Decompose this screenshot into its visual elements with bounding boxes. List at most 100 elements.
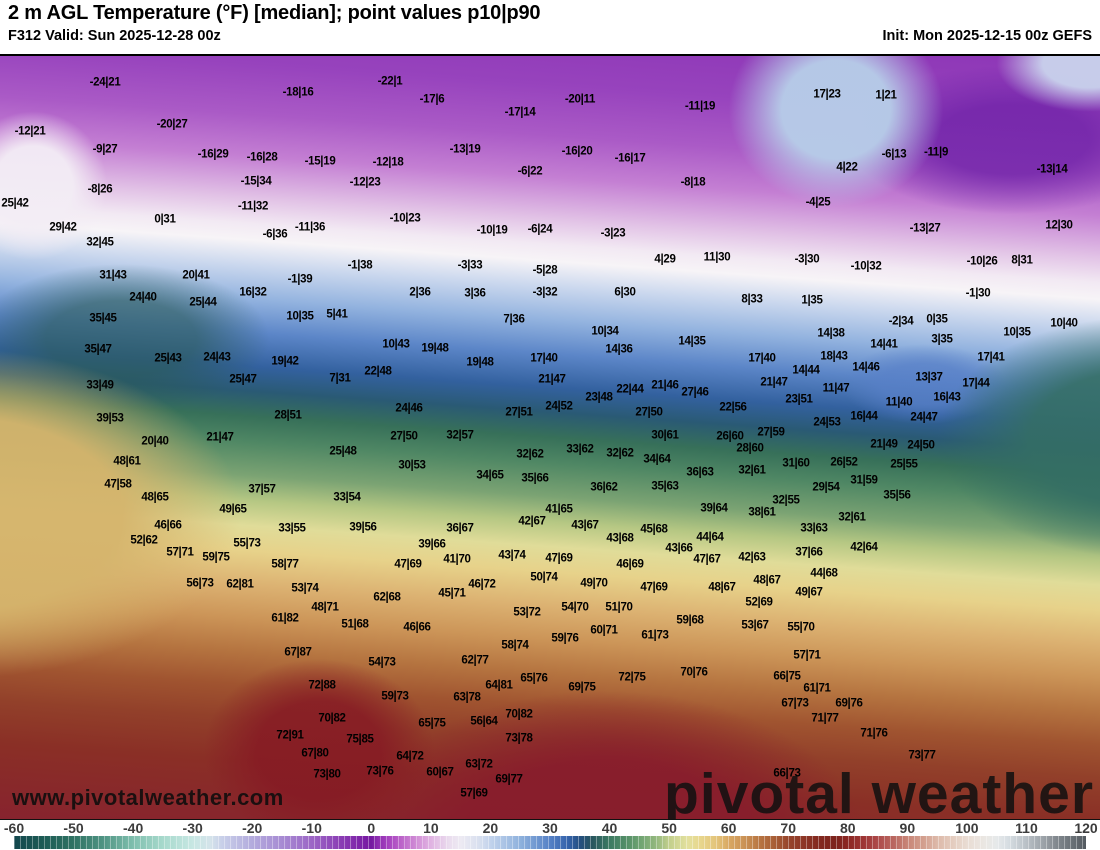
point-value: 27|51 <box>505 406 533 419</box>
point-value: 5|41 <box>326 308 348 321</box>
point-value: 62|68 <box>373 591 401 604</box>
point-value: 7|36 <box>503 313 525 326</box>
point-value: 56|64 <box>470 715 498 728</box>
point-value: 14|44 <box>792 364 820 377</box>
point-value: -13|27 <box>909 222 941 235</box>
point-value: 49|70 <box>580 577 608 590</box>
point-value: 4|29 <box>654 253 676 266</box>
colorbar-gradient-strip <box>14 836 1086 849</box>
point-value: 25|55 <box>890 458 918 471</box>
point-value: 8|31 <box>1011 254 1033 267</box>
point-value: 0|31 <box>154 213 176 226</box>
point-value: 12|30 <box>1045 219 1073 232</box>
point-value: 19|48 <box>421 342 449 355</box>
point-value: -13|14 <box>1036 163 1068 176</box>
point-value: 17|40 <box>530 352 558 365</box>
point-value: 66|73 <box>773 767 801 780</box>
point-value: 34|65 <box>476 469 504 482</box>
temperature-map[interactable]: -24|21 -18|16 -22|1 -17|6 -20|11 -17|14 -11|19… <box>0 54 1100 819</box>
point-value: 56|73 <box>186 577 214 590</box>
subtitle-row: F312 Valid: Sun 2025-12-28 00z Init: Mon… <box>8 28 1092 44</box>
point-value: -8|18 <box>680 176 706 189</box>
point-value: 48|71 <box>311 601 339 614</box>
point-value: 17|23 <box>813 88 841 101</box>
point-value: 3|36 <box>464 287 486 300</box>
point-value: 35|56 <box>883 489 911 502</box>
point-value: 23|51 <box>785 393 813 406</box>
point-value: 22|56 <box>719 401 747 414</box>
init-time-label: Init: Mon 2025-12-15 00z GEFS <box>882 28 1092 44</box>
colorbar-tick: 90 <box>899 820 916 836</box>
point-value: -8|26 <box>87 183 113 196</box>
point-value: -9|27 <box>92 143 118 156</box>
point-value: 48|67 <box>708 581 736 594</box>
colorbar-tick: 60 <box>720 820 737 836</box>
point-value: 24|43 <box>203 351 231 364</box>
point-value: 35|45 <box>89 312 117 325</box>
point-value: 59|76 <box>551 632 579 645</box>
point-value: 25|43 <box>154 352 182 365</box>
point-value: 24|47 <box>910 411 938 424</box>
point-value: 54|73 <box>368 656 396 669</box>
point-value: 11|47 <box>822 382 850 395</box>
point-value: 14|46 <box>852 361 880 374</box>
point-value: 49|65 <box>219 503 247 516</box>
header: 2 m AGL Temperature (°F) [median]; point… <box>0 0 1100 54</box>
point-value: 33|54 <box>333 491 361 504</box>
point-value: -13|19 <box>449 143 481 156</box>
point-value: 10|35 <box>1003 326 1031 339</box>
point-value: 73|77 <box>908 749 936 762</box>
point-value: 10|34 <box>591 325 619 338</box>
point-value: -11|36 <box>294 221 326 234</box>
point-value: -6|13 <box>881 148 907 161</box>
point-value: 61|82 <box>271 612 299 625</box>
point-value: 25|47 <box>229 373 257 386</box>
point-value: 66|75 <box>773 670 801 683</box>
point-value: -12|23 <box>349 176 381 189</box>
point-value: 70|82 <box>318 712 346 725</box>
point-value: 43|68 <box>606 532 634 545</box>
point-value: 37|66 <box>795 546 823 559</box>
point-value: 32|62 <box>516 448 544 461</box>
point-value: 52|69 <box>745 596 773 609</box>
point-value: 32|45 <box>86 236 114 249</box>
point-value: 34|64 <box>643 453 671 466</box>
point-value: 41|65 <box>545 503 573 516</box>
point-value: 17|44 <box>962 377 990 390</box>
colorbar-tick: 120 <box>1074 820 1098 836</box>
point-value: 70|76 <box>680 666 708 679</box>
point-value: 62|81 <box>226 578 254 591</box>
point-value: 71|76 <box>860 727 888 740</box>
point-value: 44|68 <box>810 567 838 580</box>
colorbar-tick: 10 <box>423 820 439 836</box>
point-value: 58|77 <box>271 558 299 571</box>
point-value: -10|32 <box>850 260 882 273</box>
point-value: 36|62 <box>590 481 618 494</box>
point-value: 72|88 <box>308 679 336 692</box>
point-value: 4|22 <box>836 161 858 174</box>
point-value: -16|20 <box>561 145 593 158</box>
point-value: 35|47 <box>84 343 112 356</box>
point-value: 1|35 <box>801 294 823 307</box>
point-value: 11|30 <box>703 251 731 264</box>
point-value: -3|32 <box>532 286 558 299</box>
point-value: 67|80 <box>301 747 329 760</box>
point-value: 29|42 <box>49 221 77 234</box>
colorbar-tick: -50 <box>63 820 84 836</box>
point-value: 63|78 <box>453 691 481 704</box>
point-value: 32|61 <box>738 464 766 477</box>
point-value: -16|28 <box>246 151 278 164</box>
point-value: 47|58 <box>104 478 132 491</box>
point-value: -16|17 <box>614 152 646 165</box>
point-value: 46|66 <box>154 519 182 532</box>
point-value: 49|67 <box>795 586 823 599</box>
point-value: 13|37 <box>915 371 943 384</box>
colorbar-tick: -30 <box>182 820 203 836</box>
point-value: 16|43 <box>933 391 961 404</box>
point-value: 32|62 <box>606 447 634 460</box>
colorbar-tick: 20 <box>482 820 499 836</box>
point-value: 33|55 <box>278 522 306 535</box>
point-value: 63|72 <box>465 758 493 771</box>
point-value: 33|63 <box>800 522 828 535</box>
